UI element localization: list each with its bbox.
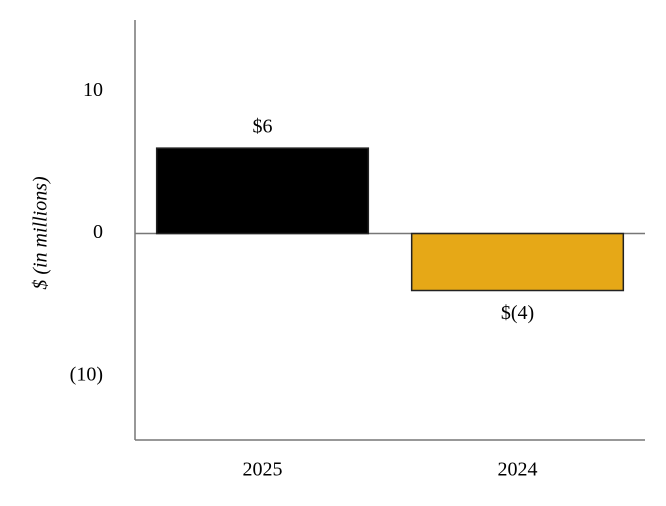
value-label: $(4) xyxy=(501,302,534,324)
y-tick-label: 0 xyxy=(93,221,103,243)
y-tick-label: (10) xyxy=(70,364,103,386)
bar xyxy=(410,232,625,292)
y-tick-label: 10 xyxy=(83,79,103,101)
x-tick-label: 2025 xyxy=(243,459,283,481)
bar xyxy=(155,147,370,235)
y-axis-label: $ (in millions) xyxy=(30,176,52,290)
x-tick-label: 2024 xyxy=(498,459,538,481)
value-label: $6 xyxy=(253,116,273,138)
